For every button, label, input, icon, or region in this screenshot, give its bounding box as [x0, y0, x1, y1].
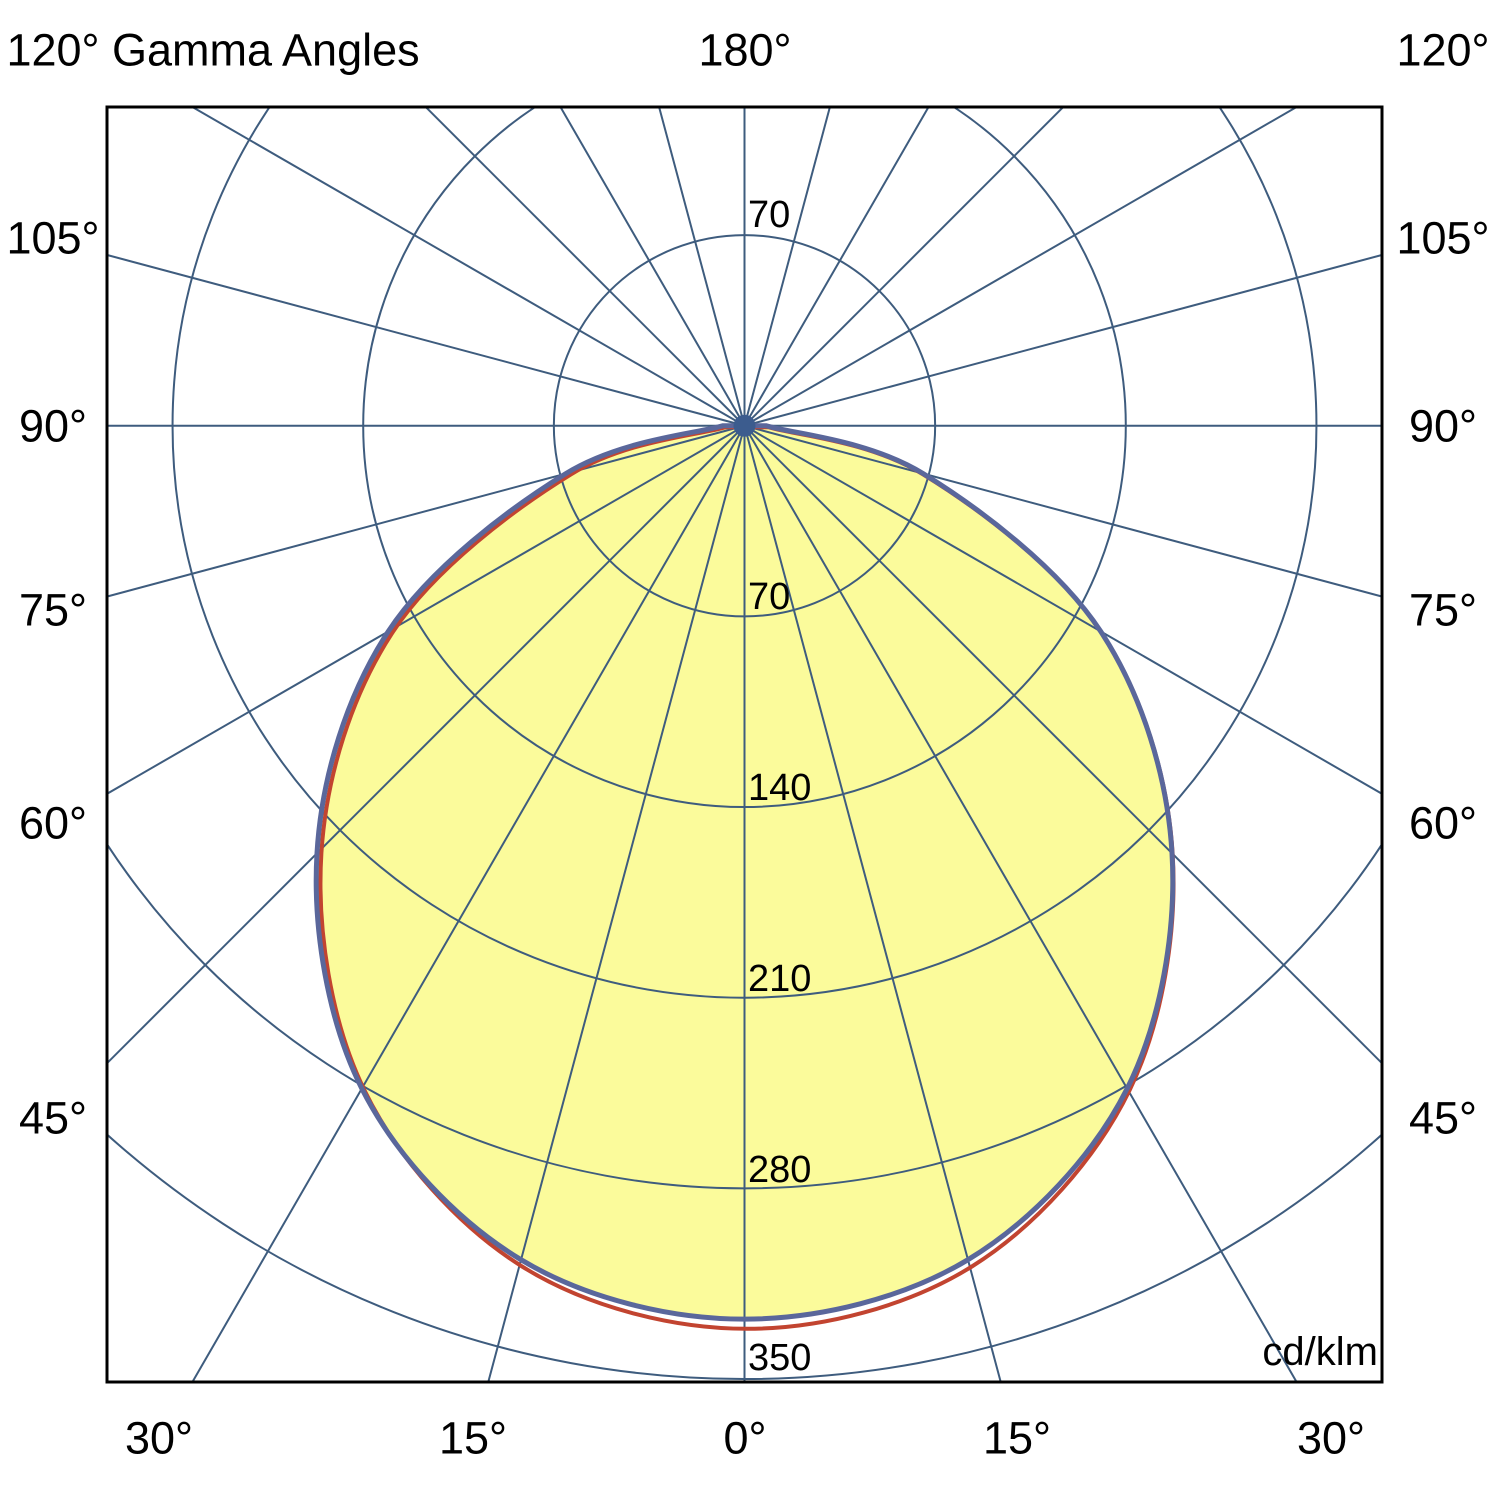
ring-label-280: 280: [748, 1149, 812, 1191]
gamma-ray: [743, 425, 1298, 1382]
intensity-ring: [107, 1132, 1382, 1380]
angle-label-left-120: 120°: [6, 24, 100, 76]
gamma-ray: [743, 107, 1299, 427]
curve-c90-c270: [313, 423, 1176, 1322]
ring-label-210: 210: [748, 958, 812, 1000]
plot-border: [105, 105, 1384, 1384]
gamma-ray: [743, 425, 1002, 1382]
gamma-ray: [744, 253, 1382, 427]
ring-label-350: 350: [748, 1337, 812, 1379]
intensity-ring: [171, 107, 1318, 999]
angle-label-left-45: 45°: [18, 1092, 88, 1144]
angle-label-right-90: 90°: [1408, 400, 1478, 452]
intensity-ring: [362, 107, 1127, 808]
angle-label-bottom-30l: 30°: [124, 1412, 194, 1464]
gamma-ray: [487, 425, 746, 1382]
gamma-ray: [743, 107, 930, 427]
angle-label-right-105: 105°: [1396, 212, 1490, 264]
polar-origin-dot: [733, 414, 756, 437]
gamma-ray: [658, 107, 746, 427]
angle-label-bottom-30r: 30°: [1296, 1412, 1366, 1464]
gamma-ray: [190, 107, 745, 427]
ring-label-70-top: 70: [748, 194, 791, 236]
unit-label: cd/klm: [1262, 1330, 1378, 1374]
angle-label-right-120: 120°: [1396, 24, 1490, 76]
angle-label-left-105: 105°: [6, 212, 100, 264]
gamma-ray: [743, 424, 1382, 795]
gamma-ray: [743, 425, 1382, 1065]
gamma-ray: [107, 253, 745, 427]
gamma-ray: [424, 107, 746, 427]
gamma-ray: [744, 424, 1382, 598]
angle-label-bottom-15r: 15°: [982, 1412, 1052, 1464]
gamma-ray: [191, 425, 746, 1382]
angle-label-top-180: 180°: [698, 24, 792, 76]
angle-label-bottom-0: 0°: [723, 1412, 767, 1464]
angle-label-right-75: 75°: [1408, 584, 1478, 636]
angle-label-left-75: 75°: [18, 584, 88, 636]
ring-label-140: 140: [748, 767, 812, 809]
page-title: Gamma Angles: [112, 24, 420, 76]
gamma-ray: [743, 107, 831, 427]
gamma-ray: [743, 107, 1065, 427]
angle-label-right-60: 60°: [1408, 797, 1478, 849]
angle-label-bottom-15l: 15°: [438, 1412, 508, 1464]
angle-label-left-60: 60°: [18, 797, 88, 849]
angle-label-right-45: 45°: [1408, 1092, 1478, 1144]
ring-label-70: 70: [748, 576, 791, 618]
intensity-ring: [107, 842, 1382, 1190]
gamma-ray: [107, 424, 745, 795]
intensity-ring: [552, 234, 937, 618]
angle-label-left-90: 90°: [18, 400, 88, 452]
gamma-ray: [107, 424, 745, 598]
gamma-ray: [107, 425, 746, 1065]
gamma-ray: [559, 107, 746, 427]
